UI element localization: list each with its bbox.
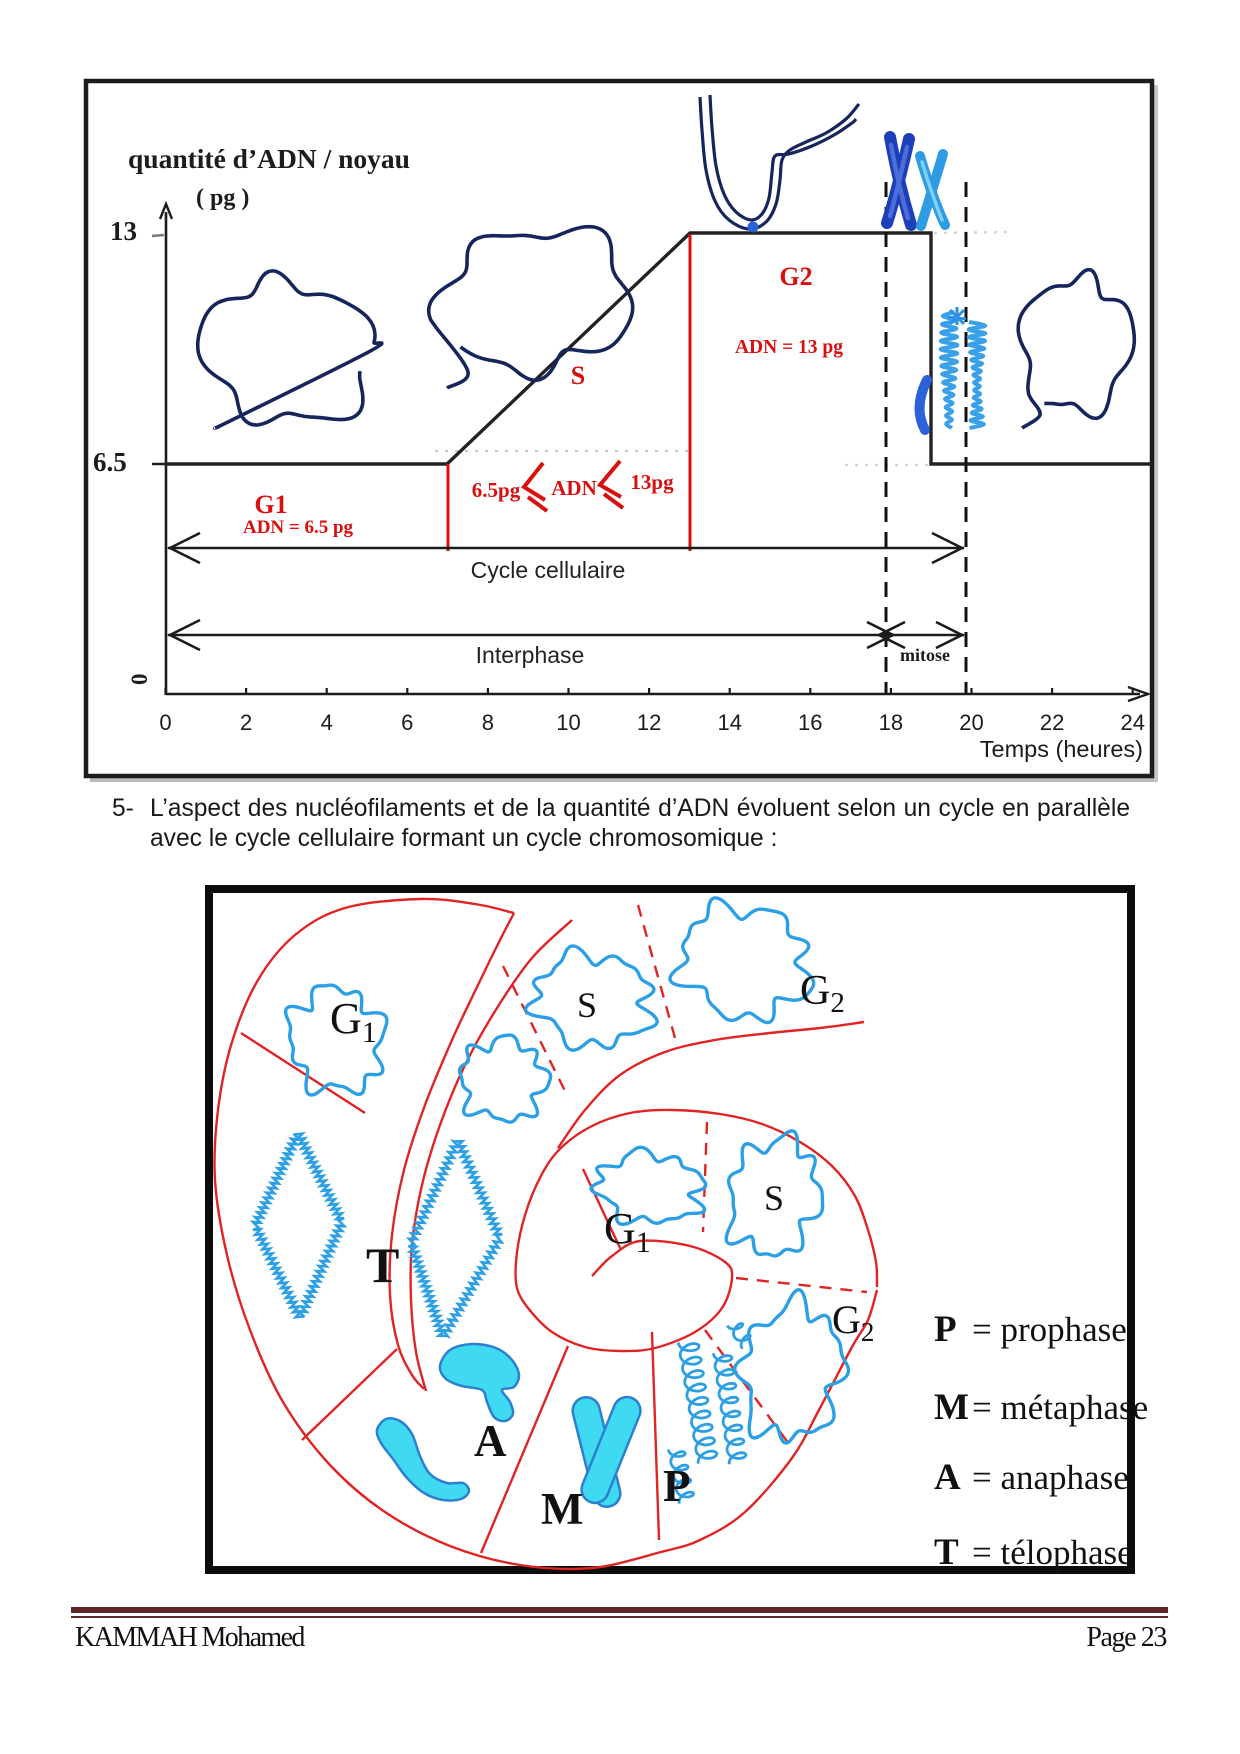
svg-text:18: 18 — [879, 710, 903, 735]
svg-text:M: M — [541, 1484, 583, 1534]
svg-text:Temps (heures): Temps (heures) — [980, 736, 1143, 762]
svg-text:= anaphase: = anaphase — [972, 1458, 1129, 1497]
svg-text:0: 0 — [127, 674, 152, 686]
svg-text:Cycle cellulaire: Cycle cellulaire — [471, 557, 626, 583]
svg-text:S: S — [577, 985, 597, 1025]
svg-text:= télophase: = télophase — [972, 1533, 1133, 1572]
svg-text:A: A — [934, 1457, 961, 1498]
svg-text:M: M — [934, 1387, 969, 1428]
svg-text:12: 12 — [637, 710, 661, 735]
svg-text:13pg: 13pg — [630, 470, 674, 494]
svg-text:6: 6 — [401, 710, 413, 735]
svg-text:Interphase: Interphase — [476, 642, 585, 668]
svg-text:mitose: mitose — [900, 645, 950, 665]
svg-text:P: P — [934, 1309, 957, 1350]
svg-text:T: T — [934, 1532, 959, 1573]
svg-text:G1: G1 — [254, 490, 287, 519]
svg-text:ADN = 13 pg: ADN = 13 pg — [735, 337, 843, 358]
svg-text:13: 13 — [110, 216, 137, 246]
svg-text:quantité d’ADN / noyau: quantité d’ADN / noyau — [128, 143, 410, 174]
svg-text:20: 20 — [959, 710, 983, 735]
svg-text:= métaphase: = métaphase — [972, 1388, 1148, 1427]
svg-text:16: 16 — [798, 710, 822, 735]
svg-text:T: T — [366, 1237, 399, 1293]
svg-text:22: 22 — [1040, 710, 1064, 735]
svg-text:( pg ): ( pg ) — [196, 185, 249, 211]
svg-text:2: 2 — [240, 710, 252, 735]
svg-text:S: S — [571, 361, 585, 390]
svg-text:A: A — [474, 1416, 507, 1466]
svg-text:S: S — [764, 1178, 784, 1218]
svg-text:G1: G1 — [330, 994, 377, 1049]
svg-text:8: 8 — [482, 710, 494, 735]
svg-text:24: 24 — [1120, 710, 1144, 735]
svg-text:14: 14 — [717, 710, 741, 735]
svg-text:ADN = 6.5 pg: ADN = 6.5 pg — [243, 517, 354, 538]
svg-text:4: 4 — [321, 710, 333, 735]
svg-text:G2: G2 — [779, 262, 812, 291]
svg-text:6.5pg: 6.5pg — [472, 478, 521, 502]
svg-text:ADN: ADN — [551, 476, 597, 500]
svg-text:0: 0 — [159, 710, 171, 735]
svg-text:P: P — [663, 1461, 691, 1511]
svg-text:6.5: 6.5 — [93, 447, 127, 477]
svg-text:= prophase: = prophase — [972, 1310, 1127, 1349]
svg-text:10: 10 — [556, 710, 580, 735]
